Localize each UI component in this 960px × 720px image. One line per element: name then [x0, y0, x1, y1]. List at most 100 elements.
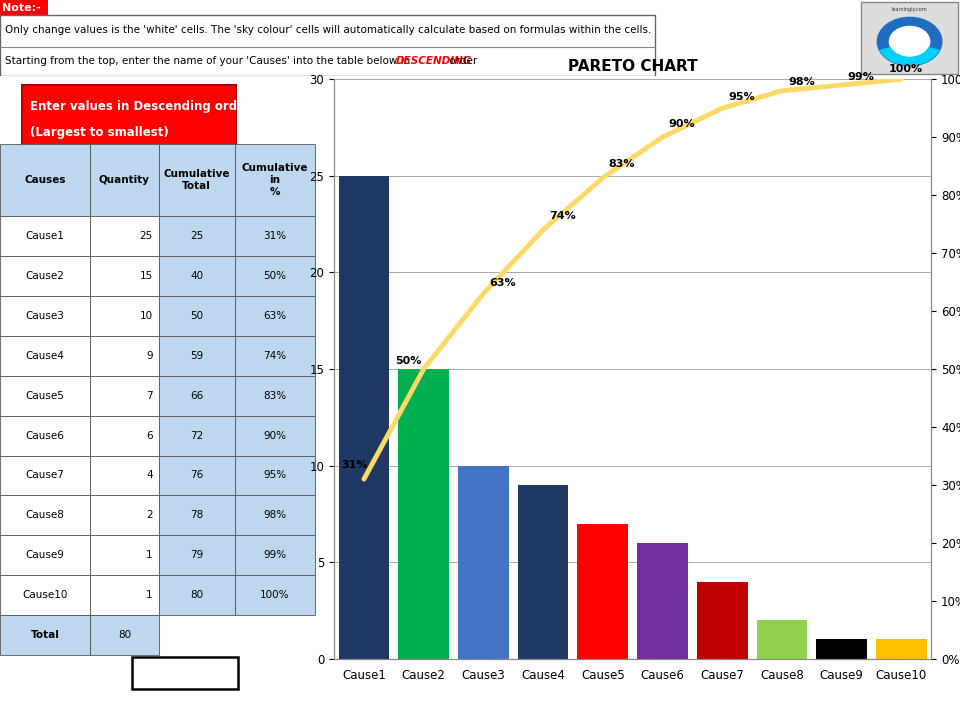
Text: Starting from the top, enter the name of your 'Causes' into the table below in: Starting from the top, enter the name of… [5, 56, 414, 66]
Text: 7: 7 [146, 391, 153, 400]
Text: 1: 1 [146, 590, 153, 600]
Bar [159, 376, 234, 415]
Text: DESCENDING: DESCENDING [396, 56, 472, 66]
Bar [234, 456, 315, 495]
Circle shape [877, 17, 942, 66]
Bar [577, 523, 628, 659]
Text: 98%: 98% [788, 77, 815, 87]
Bar [159, 336, 234, 376]
Text: 50: 50 [190, 311, 204, 320]
Bar [637, 543, 688, 659]
Text: Total: Total [31, 630, 60, 640]
Bar [159, 536, 234, 575]
Text: 25: 25 [190, 231, 204, 241]
Text: Cause6: Cause6 [25, 431, 64, 441]
Text: 98%: 98% [263, 510, 286, 521]
Text: Cause3: Cause3 [25, 311, 64, 320]
Bar [0, 0, 48, 15]
Text: Only change values is the 'white' cells. The 'sky colour' cells will automatical: Only change values is the 'white' cells.… [5, 25, 652, 35]
Text: 15: 15 [139, 271, 153, 281]
Bar [0, 144, 89, 216]
Bar [816, 639, 867, 659]
Bar [159, 216, 234, 256]
Text: 100%: 100% [260, 590, 290, 600]
Bar [234, 144, 315, 216]
Circle shape [889, 27, 929, 57]
Text: 25: 25 [139, 231, 153, 241]
Text: 4: 4 [146, 470, 153, 480]
Text: Cause8: Cause8 [25, 510, 64, 521]
Bar [234, 336, 315, 376]
Title: PARETO CHART: PARETO CHART [567, 59, 698, 74]
Bar [0, 376, 89, 415]
Bar [234, 415, 315, 456]
Bar [89, 616, 159, 655]
Text: Cause10: Cause10 [22, 590, 67, 600]
Text: 80: 80 [118, 630, 131, 640]
Bar [0, 296, 89, 336]
Text: 99%: 99% [848, 72, 875, 82]
Bar [159, 495, 234, 536]
Text: 1: 1 [146, 550, 153, 560]
Bar [159, 296, 234, 336]
Text: Causes: Causes [24, 175, 65, 185]
Text: (Largest to smallest): (Largest to smallest) [30, 126, 169, 140]
Text: 63%: 63% [490, 278, 516, 288]
Bar [697, 582, 748, 659]
Bar [159, 575, 234, 616]
Text: 74%: 74% [263, 351, 286, 361]
Bar [0, 456, 89, 495]
Bar [89, 216, 159, 256]
Text: 72: 72 [190, 431, 204, 441]
Bar [0, 495, 89, 536]
Text: 78: 78 [190, 510, 204, 521]
Bar [234, 216, 315, 256]
Bar [0, 536, 89, 575]
Bar [89, 495, 159, 536]
Text: Cause5: Cause5 [25, 391, 64, 400]
Bar [756, 620, 807, 659]
Text: 10: 10 [139, 311, 153, 320]
Bar [0, 575, 89, 616]
Text: 40: 40 [190, 271, 204, 281]
Text: 74%: 74% [549, 211, 576, 221]
Wedge shape [879, 47, 940, 66]
Text: 9: 9 [146, 351, 153, 361]
Text: 6: 6 [146, 431, 153, 441]
Bar [89, 296, 159, 336]
Text: Cause7: Cause7 [25, 470, 64, 480]
Text: 99%: 99% [263, 550, 286, 560]
Text: 31%: 31% [263, 231, 286, 241]
Bar [159, 144, 234, 216]
Text: 90%: 90% [668, 119, 695, 129]
Bar [0, 216, 89, 256]
Bar [234, 495, 315, 536]
Bar [0, 256, 89, 296]
Bar [458, 466, 509, 659]
Text: 100%: 100% [888, 64, 923, 74]
Text: Quantity: Quantity [99, 175, 150, 185]
Bar [234, 376, 315, 415]
Text: Cause9: Cause9 [25, 550, 64, 560]
Bar [0, 415, 89, 456]
Text: 83%: 83% [609, 159, 636, 169]
Text: 95%: 95% [729, 92, 755, 102]
Text: 50%: 50% [263, 271, 286, 281]
Text: 66: 66 [190, 391, 204, 400]
Text: Cause4: Cause4 [25, 351, 64, 361]
Bar [398, 369, 449, 659]
Bar [159, 456, 234, 495]
Text: 2: 2 [146, 510, 153, 521]
Text: 50%: 50% [395, 356, 421, 366]
Text: Cumulative
Total: Cumulative Total [163, 169, 230, 191]
Bar [89, 415, 159, 456]
Bar [234, 536, 315, 575]
Text: 95%: 95% [263, 470, 286, 480]
Text: order: order [445, 56, 477, 66]
Bar [0, 336, 89, 376]
Text: 80: 80 [190, 590, 204, 600]
Bar [517, 485, 568, 659]
Bar [0, 15, 655, 76]
Bar [89, 536, 159, 575]
Bar [876, 639, 926, 659]
